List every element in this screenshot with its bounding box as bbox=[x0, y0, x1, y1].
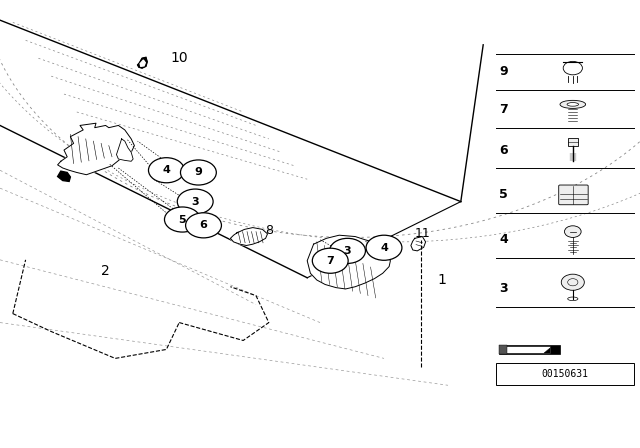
Text: 2: 2 bbox=[101, 264, 110, 278]
Text: 6: 6 bbox=[200, 220, 207, 230]
Text: 5: 5 bbox=[499, 188, 508, 202]
Circle shape bbox=[186, 213, 221, 238]
Circle shape bbox=[312, 248, 348, 273]
Polygon shape bbox=[307, 235, 390, 289]
Polygon shape bbox=[116, 139, 133, 161]
Polygon shape bbox=[500, 346, 550, 353]
Text: 6: 6 bbox=[499, 143, 508, 157]
Text: 4: 4 bbox=[163, 165, 170, 175]
Text: 3: 3 bbox=[344, 246, 351, 256]
Polygon shape bbox=[499, 345, 560, 354]
Text: 8: 8 bbox=[265, 224, 273, 237]
Polygon shape bbox=[544, 348, 550, 353]
Text: 10: 10 bbox=[170, 51, 188, 65]
Text: 1: 1 bbox=[437, 273, 446, 287]
Text: 5: 5 bbox=[179, 215, 186, 224]
Polygon shape bbox=[138, 57, 147, 68]
Text: 00150631: 00150631 bbox=[541, 369, 588, 379]
Circle shape bbox=[177, 189, 213, 214]
Circle shape bbox=[180, 160, 216, 185]
Text: 4: 4 bbox=[380, 243, 388, 253]
Circle shape bbox=[366, 235, 402, 260]
Text: 7: 7 bbox=[499, 103, 508, 116]
Text: 3: 3 bbox=[499, 282, 508, 296]
Circle shape bbox=[564, 226, 581, 237]
Text: 3: 3 bbox=[191, 197, 199, 207]
Circle shape bbox=[330, 238, 365, 263]
Polygon shape bbox=[58, 123, 134, 175]
Text: 9: 9 bbox=[195, 168, 202, 177]
Text: 9: 9 bbox=[499, 65, 508, 78]
Polygon shape bbox=[411, 237, 426, 251]
Text: 7: 7 bbox=[326, 256, 334, 266]
FancyBboxPatch shape bbox=[559, 185, 588, 205]
Polygon shape bbox=[58, 171, 70, 181]
Polygon shape bbox=[140, 60, 145, 66]
Bar bbox=[568, 138, 578, 146]
Circle shape bbox=[561, 274, 584, 290]
Ellipse shape bbox=[567, 103, 579, 106]
Circle shape bbox=[164, 207, 200, 232]
Text: 4: 4 bbox=[499, 233, 508, 246]
Polygon shape bbox=[230, 228, 268, 246]
Circle shape bbox=[148, 158, 184, 183]
Polygon shape bbox=[499, 345, 507, 354]
Text: 11: 11 bbox=[415, 227, 430, 241]
Ellipse shape bbox=[560, 100, 586, 108]
